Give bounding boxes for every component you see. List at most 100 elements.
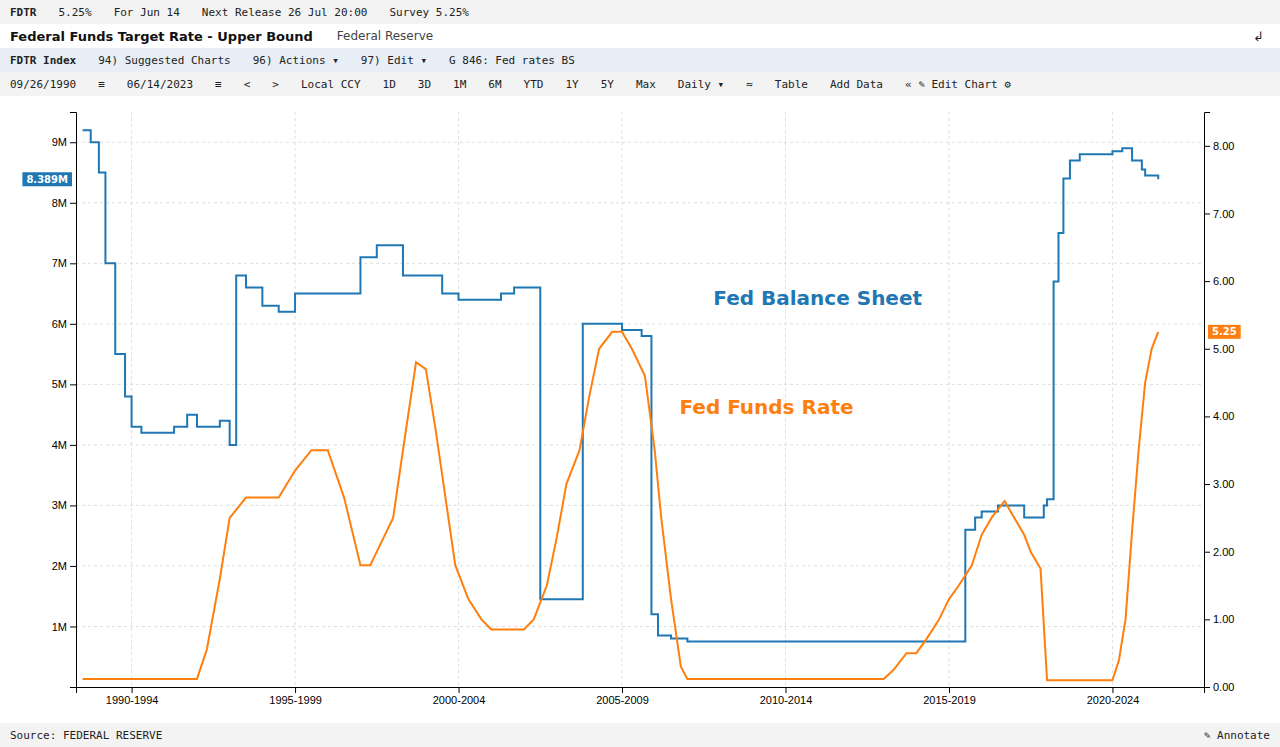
tick-label: 5M: [52, 378, 67, 390]
value-box-background: [1208, 325, 1241, 339]
header-text[interactable]: 96) Actions ▾: [253, 54, 339, 67]
tick: 9M: [52, 136, 76, 148]
footer-bar: [0, 723, 1280, 747]
tick-label: 3.00: [1213, 478, 1234, 490]
header-icon[interactable]: ↲: [1253, 29, 1264, 44]
header-text[interactable]: ≡: [215, 78, 222, 91]
header-text[interactable]: 1Y: [565, 78, 579, 91]
tick-mark: [949, 687, 950, 693]
tick: 6M: [52, 318, 76, 330]
axis-line: [77, 688, 1205, 694]
header-text[interactable]: G 846: Fed rates BS: [449, 54, 575, 67]
tick: 4.00: [1204, 410, 1234, 422]
grid-line: [76, 626, 1204, 627]
tick: 5M: [52, 378, 76, 390]
tick-label: 1990-1994: [106, 694, 159, 706]
header-text[interactable]: >: [272, 78, 279, 91]
tick-mark: [70, 142, 76, 143]
header-text[interactable]: YTD: [524, 78, 544, 91]
grid-line: [295, 112, 296, 687]
tick-label: 5.00: [1213, 343, 1234, 355]
tick-label: 3M: [52, 499, 67, 511]
header-text[interactable]: Local CCY: [301, 78, 361, 91]
value-box: 5.25: [1208, 325, 1241, 339]
axis-line: [1205, 113, 1211, 688]
tick: 0.00: [1204, 681, 1234, 693]
footer-button[interactable]: ✎ Annotate: [1204, 729, 1270, 742]
tick-mark: [459, 687, 460, 693]
y2-axis: 0.001.002.003.004.005.006.007.008.00: [1204, 113, 1234, 694]
grid-line: [1112, 112, 1113, 687]
header-text[interactable]: Daily ▾: [678, 78, 724, 91]
header-text[interactable]: 6M: [488, 78, 502, 91]
tick-mark: [70, 263, 76, 264]
tick: 1995-1999: [269, 687, 322, 706]
tick-mark: [295, 687, 296, 693]
tick: 2010-2014: [760, 687, 813, 706]
y-axis: 1M 2M 3M 4M 5M 6M 7M 8M 9M: [52, 113, 77, 688]
tick: 7.00: [1204, 207, 1234, 219]
series-line: [83, 332, 1159, 680]
tick-mark: [70, 384, 76, 385]
tick: 2.00: [1204, 546, 1234, 558]
tick: 2020-2024: [1087, 687, 1140, 706]
tick-label: 1995-1999: [269, 694, 322, 706]
grid-line: [76, 565, 1204, 566]
tick: 1.00: [1204, 613, 1234, 625]
tick-mark: [1204, 619, 1210, 620]
tick-mark: [70, 505, 76, 506]
tick-mark: [1204, 552, 1210, 553]
header-text[interactable]: Add Data: [830, 78, 883, 91]
tick-mark: [1204, 349, 1210, 350]
tick-label: 6.00: [1213, 275, 1234, 287]
header-text[interactable]: « ✎ Edit Chart ⚙: [905, 78, 1011, 91]
tick-label: 2M: [52, 560, 67, 572]
tick-mark: [785, 687, 786, 693]
header-text[interactable]: 94) Suggested Charts: [98, 54, 230, 67]
tick: 7M: [52, 257, 76, 269]
tick: 8M: [52, 197, 76, 209]
header-text: For Jun 14: [114, 6, 181, 19]
tick-label: 7M: [52, 257, 67, 269]
header-text[interactable]: 3D: [418, 78, 431, 91]
tick-mark: [1112, 687, 1113, 693]
tick-mark: [1204, 281, 1210, 282]
header-text[interactable]: Table: [775, 78, 808, 91]
header-text[interactable]: 09/26/1990: [10, 78, 76, 91]
value-box-label: 8.389M: [26, 174, 68, 185]
header-text[interactable]: 1D: [383, 78, 396, 91]
header-text[interactable]: 06/14/2023: [127, 78, 193, 91]
tick: 3M: [52, 499, 76, 511]
tick-label: 6M: [52, 318, 67, 330]
header-bar: [0, 48, 1280, 72]
header-text[interactable]: FDTR Index: [10, 54, 77, 67]
header-text[interactable]: ≈: [746, 78, 753, 91]
header-text[interactable]: 97) Edit ▾: [361, 54, 427, 67]
subtitle: Federal Reserve: [337, 29, 433, 43]
header-text: FDTR: [10, 6, 37, 19]
value-box-background: [22, 172, 72, 186]
header-text[interactable]: <: [244, 78, 251, 91]
value-box-label: 5.25: [1212, 326, 1237, 337]
tick: 1990-1994: [106, 687, 159, 706]
header-text[interactable]: 5Y: [601, 78, 615, 91]
header-text[interactable]: Max: [636, 78, 656, 91]
tick-label: 7.00: [1213, 207, 1234, 219]
chart: FDTR5.25%For Jun 14Next Release 26 Jul 2…: [0, 0, 1280, 747]
tick-mark: [70, 324, 76, 325]
tick-mark: [1204, 687, 1210, 688]
header-bar: [0, 24, 1280, 48]
tick-label: 8M: [52, 197, 67, 209]
x-axis: 1990-19941995-19992000-20042005-20092010…: [77, 687, 1205, 706]
tick: 1M: [52, 620, 76, 632]
header-text[interactable]: 1M: [453, 78, 467, 91]
tick-mark: [70, 626, 76, 627]
tick: 2005-2009: [596, 687, 649, 706]
tick: 4M: [52, 439, 76, 451]
tick-label: 2.00: [1213, 546, 1234, 558]
series-line: [83, 130, 1159, 641]
header-bar: [0, 72, 1280, 96]
tick-mark: [70, 203, 76, 204]
tick-label: 1.00: [1213, 613, 1234, 625]
header-text[interactable]: ≡: [98, 78, 105, 91]
